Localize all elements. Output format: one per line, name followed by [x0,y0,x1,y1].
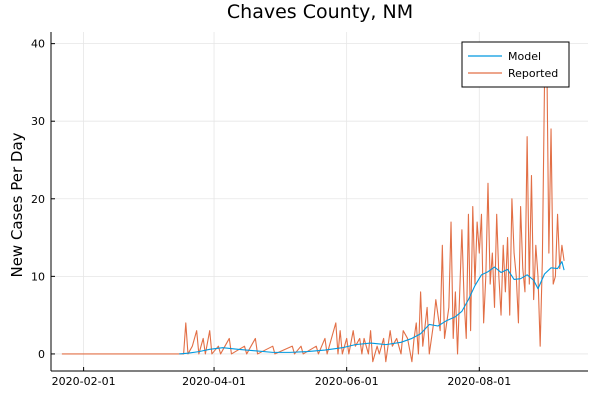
legend-box [461,41,570,88]
legend-label-reported: Reported [508,67,558,80]
y-tick-label: 10 [31,270,45,283]
x-tick-labels: 2020-02-01 2020-04-01 2020-06-01 2020-08-01 [52,375,512,388]
series-line-reported [61,43,565,363]
y-tick-label: 30 [31,115,45,128]
x-tick-label: 2020-02-01 [52,375,116,388]
y-axis-label: New Cases Per Day [8,132,26,277]
x-tick-label: 2020-04-01 [182,375,246,388]
legend-label-model: Model [508,50,541,63]
y-tick-labels: 0 10 20 30 40 [31,38,45,361]
axes [50,32,588,372]
x-tick-label: 2020-06-01 [315,375,379,388]
series-lines [61,43,565,363]
series-line-model [179,261,565,355]
chart-title: Chaves County, NM [227,1,413,23]
y-tick-label: 0 [38,348,45,361]
x-tick-label: 2020-08-01 [447,375,511,388]
y-tick-label: 40 [31,38,45,51]
legend: Model Reported [461,41,570,88]
y-tick-label: 20 [31,193,45,206]
